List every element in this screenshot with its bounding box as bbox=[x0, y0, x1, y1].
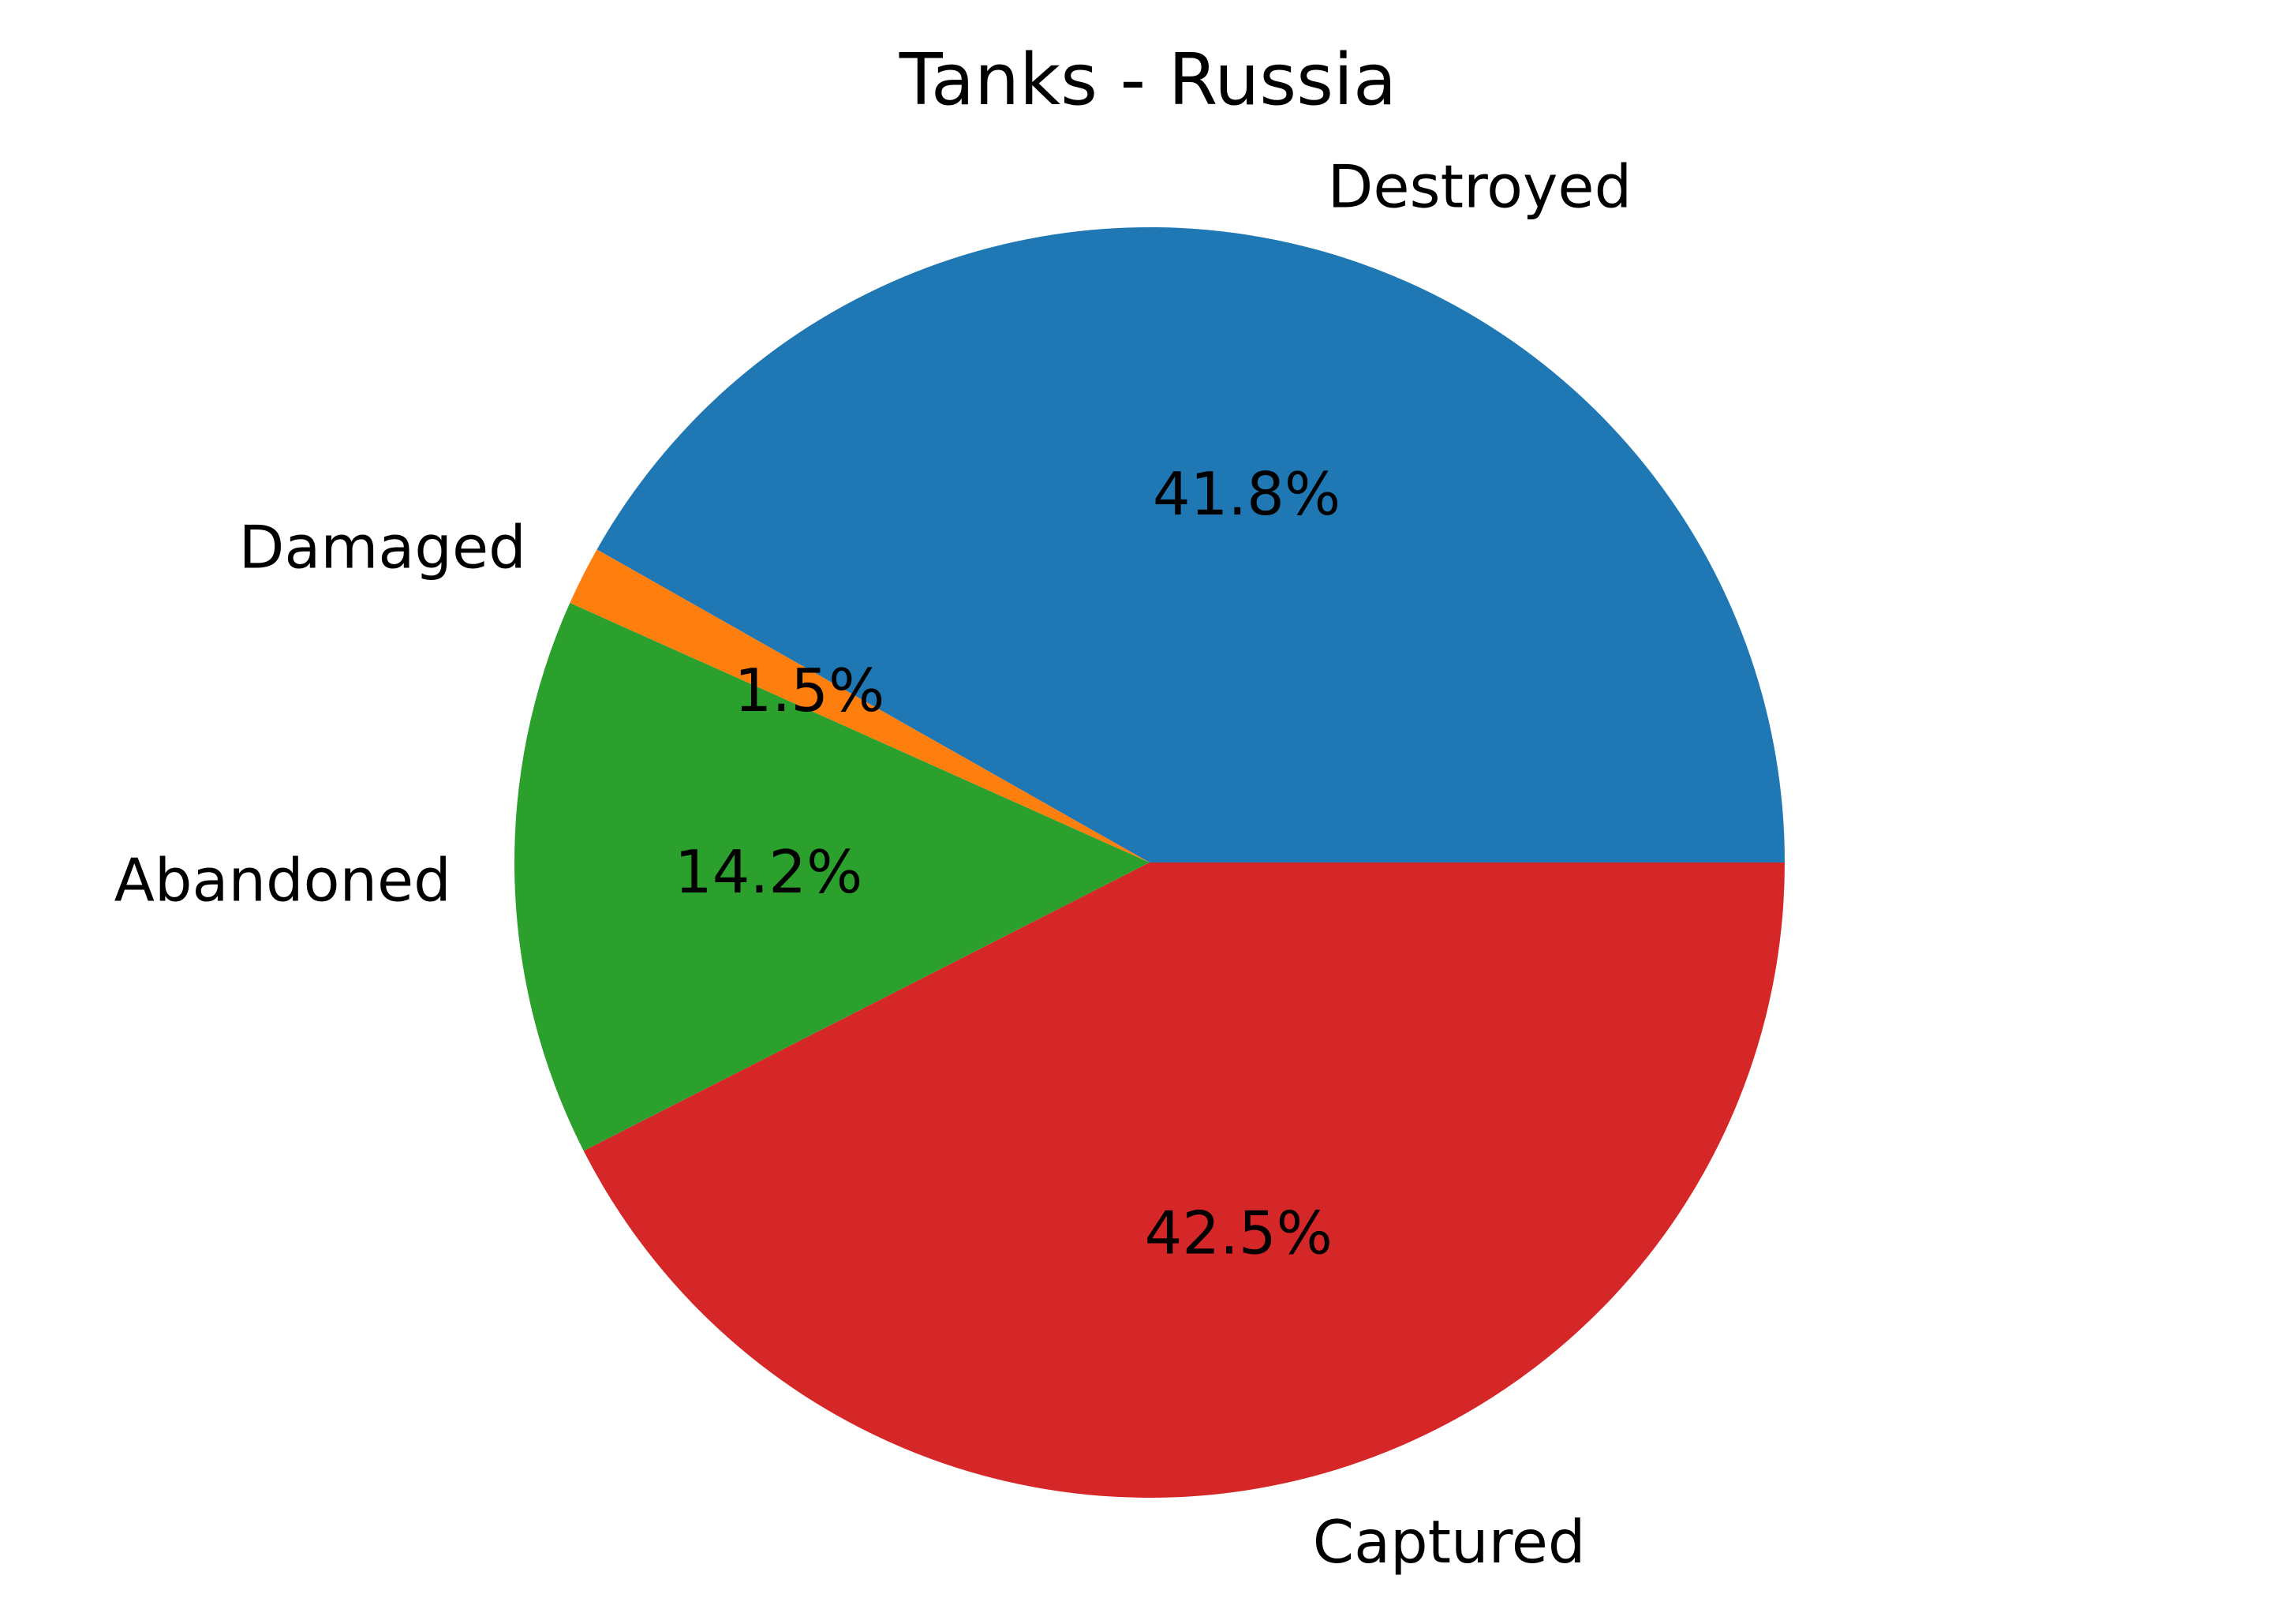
slice-labels: Destroyed Damaged Abandoned Captured bbox=[114, 152, 1632, 1577]
pie-slice-damaged bbox=[570, 549, 1150, 863]
percent-label-abandoned: 14.2% bbox=[675, 837, 862, 907]
slice-label-abandoned: Abandoned bbox=[114, 845, 451, 915]
percent-label-captured: 42.5% bbox=[1145, 1199, 1333, 1268]
pie-slice-destroyed bbox=[596, 226, 1785, 863]
slice-label-destroyed: Destroyed bbox=[1328, 152, 1632, 222]
slice-label-captured: Captured bbox=[1313, 1507, 1586, 1577]
chart-title: Tanks - Russia bbox=[899, 39, 1397, 122]
pie-slice-abandoned bbox=[514, 603, 1150, 1151]
slice-label-damaged: Damaged bbox=[239, 512, 526, 582]
pie-slices bbox=[514, 226, 1785, 1498]
percent-label-destroyed: 41.8% bbox=[1153, 459, 1341, 529]
percent-label-damaged: 1.5% bbox=[735, 656, 885, 725]
pie-slice-captured bbox=[583, 863, 1785, 1498]
percent-labels: 41.8% 1.5% 14.2% 42.5% bbox=[675, 459, 1341, 1268]
